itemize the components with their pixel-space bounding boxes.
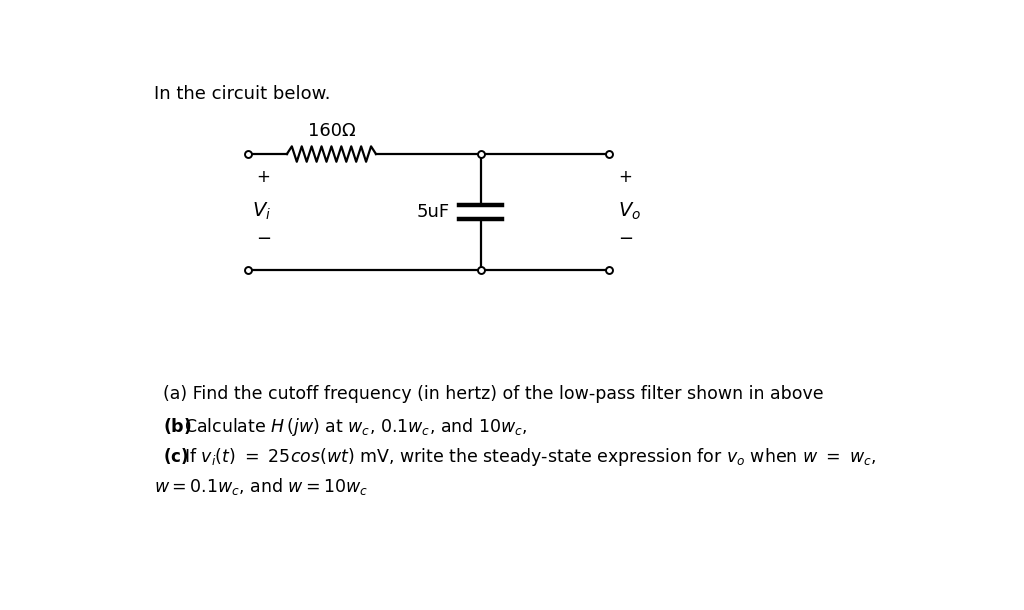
Text: $\mathbf{(b)}$: $\mathbf{(b)}$	[163, 416, 191, 436]
Text: $\mathbf{(c)}$: $\mathbf{(c)}$	[163, 446, 188, 466]
Text: +: +	[256, 168, 269, 186]
Text: $V_o$: $V_o$	[617, 201, 641, 223]
Text: $V_i$: $V_i$	[252, 201, 271, 223]
Text: If $v_i(t)\ =\ 25cos(wt)$ mV, write the steady-state expression for $v_o$ when $: If $v_i(t)\ =\ 25cos(wt)$ mV, write the …	[183, 446, 877, 468]
Text: 160Ω: 160Ω	[307, 122, 355, 140]
Text: Calculate $H\,(jw)$ at $w_c$, $0.1w_c$, and $10w_c$,: Calculate $H\,(jw)$ at $w_c$, $0.1w_c$, …	[183, 416, 527, 438]
Text: −: −	[617, 230, 633, 248]
Text: (a) Find the cutoff frequency (in hertz) of the low-pass filter shown in above: (a) Find the cutoff frequency (in hertz)…	[163, 385, 823, 403]
Text: −: −	[256, 230, 271, 248]
Text: In the circuit below.: In the circuit below.	[154, 85, 330, 102]
Text: $w = 0.1w_c$, and $w = 10w_c$: $w = 0.1w_c$, and $w = 10w_c$	[154, 476, 368, 497]
Text: +: +	[617, 168, 632, 186]
Text: 5uF: 5uF	[417, 203, 450, 221]
